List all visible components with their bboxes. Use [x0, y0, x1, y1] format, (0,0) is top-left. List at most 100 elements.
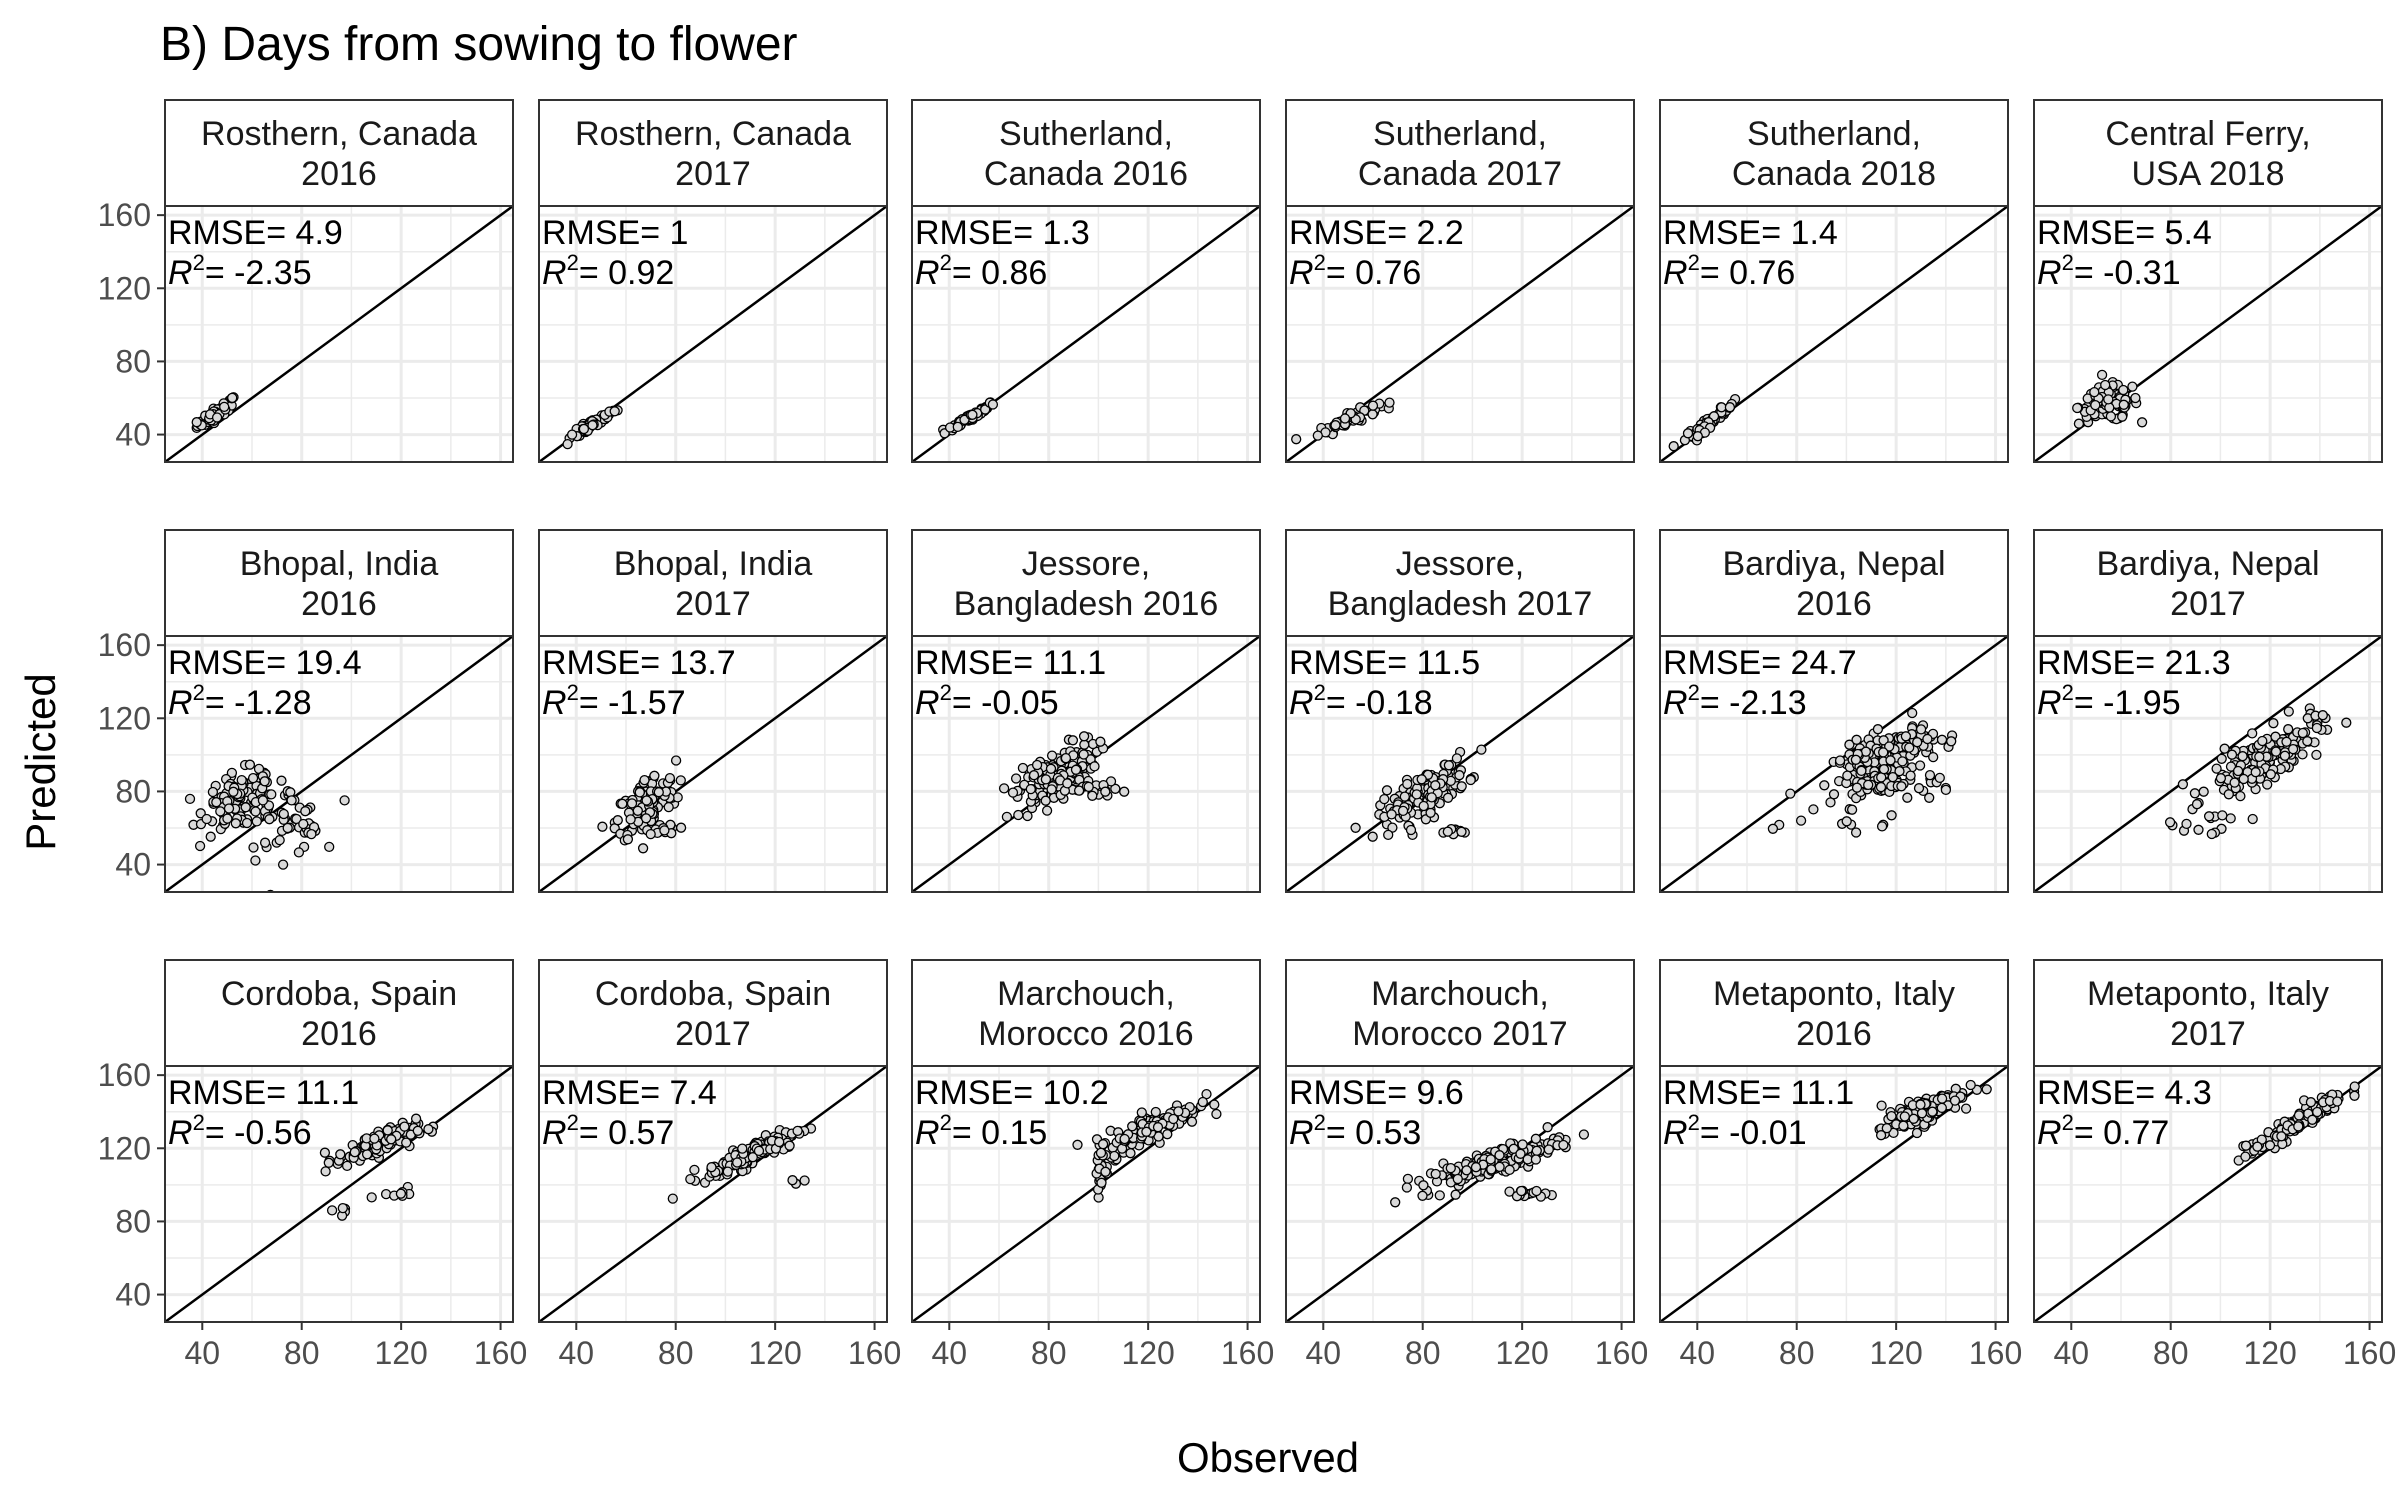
data-point — [1095, 1147, 1107, 1159]
strip-label: 2017 — [675, 1015, 751, 1053]
data-point — [1494, 1161, 1505, 1173]
data-point — [1724, 402, 1736, 413]
facet-panel: Marchouch,Morocco 2016 RMSE= 10.2R2= 0.15… — [911, 959, 1274, 1371]
data-point — [1367, 409, 1378, 420]
strip-label: Marchouch, — [997, 975, 1175, 1013]
data-point — [2293, 1110, 2305, 1121]
data-point — [1981, 1084, 1992, 1095]
data-point — [1162, 1129, 1173, 1140]
data-point — [2252, 1141, 2263, 1152]
data-point — [266, 789, 277, 800]
data-point — [2332, 1096, 2343, 1107]
data-point — [276, 775, 287, 786]
data-point — [215, 806, 226, 817]
data-point — [264, 814, 275, 825]
data-point — [228, 786, 239, 797]
strip-box — [1659, 959, 2009, 1067]
data-point — [226, 767, 238, 779]
data-point — [1558, 1139, 1569, 1151]
x-tick-label: 80 — [1405, 1335, 1441, 1371]
data-point — [319, 1147, 331, 1158]
data-point — [1878, 747, 1889, 758]
data-point — [2311, 749, 2322, 761]
data-point — [747, 1152, 758, 1163]
data-point — [639, 774, 650, 786]
data-point — [1795, 815, 1807, 826]
data-point — [1079, 739, 1090, 750]
data-point — [1470, 1162, 1482, 1173]
data-point — [1878, 764, 1890, 775]
r2-label: R2= 0.76 — [1289, 250, 1421, 292]
data-point — [1486, 1164, 1497, 1175]
data-point — [207, 786, 219, 798]
data-point — [306, 828, 317, 840]
data-point — [1031, 759, 1043, 771]
data-point — [1476, 744, 1487, 755]
facet-panel: Jessore,Bangladesh 2017 RMSE= 11.5R2= -0.… — [1285, 529, 1635, 893]
data-point — [1668, 441, 1679, 452]
data-point — [2254, 751, 2265, 763]
data-point — [649, 770, 660, 781]
data-point — [1454, 770, 1465, 781]
data-point — [799, 1175, 810, 1186]
data-point — [2238, 773, 2249, 785]
data-point — [2206, 828, 2217, 840]
x-tick-label: 120 — [374, 1335, 427, 1371]
data-point — [1078, 731, 1090, 742]
data-point — [664, 772, 676, 784]
data-point — [1096, 1177, 1107, 1188]
data-point — [1168, 1113, 1179, 1125]
data-point — [395, 1188, 407, 1199]
data-point — [2105, 411, 2117, 422]
data-point — [236, 774, 247, 786]
data-point — [2203, 811, 2215, 822]
data-point — [1445, 1162, 1456, 1174]
data-point — [2305, 1097, 2317, 1108]
x-tick-label: 40 — [2053, 1335, 2089, 1371]
data-point — [1494, 1150, 1505, 1161]
data-point — [987, 399, 999, 410]
data-point — [1934, 772, 1945, 784]
data-point — [2216, 753, 2227, 764]
facet-panel: Marchouch,Morocco 2017 RMSE= 9.6R2= 0.53 4… — [1285, 959, 1648, 1371]
y-tick-label: 40 — [115, 1277, 151, 1313]
data-point — [1022, 810, 1033, 822]
data-point — [1312, 430, 1323, 441]
data-point — [1716, 402, 1727, 413]
r2-label: R2= 0.53 — [1289, 1110, 1421, 1152]
data-point — [401, 1137, 412, 1148]
data-point — [1451, 753, 1463, 764]
data-point — [341, 1160, 353, 1172]
data-point — [1965, 1079, 1976, 1091]
data-point — [323, 1157, 334, 1168]
data-point — [1141, 1126, 1152, 1137]
x-tick-label: 80 — [658, 1335, 694, 1371]
strip-label: 2016 — [301, 155, 377, 193]
data-point — [282, 822, 293, 834]
data-point — [399, 1121, 410, 1132]
data-point — [1209, 1099, 1220, 1110]
data-point — [1386, 809, 1397, 820]
strip-label: Rosthern, Canada — [575, 115, 851, 153]
data-point — [1383, 829, 1394, 841]
data-point — [1907, 707, 1918, 719]
strip-label: Bhopal, India — [240, 545, 439, 583]
data-point — [1100, 1166, 1111, 1177]
data-point — [1851, 734, 1862, 745]
y-tick-label: 80 — [115, 343, 151, 379]
strip-box — [911, 99, 1261, 207]
data-point — [2232, 765, 2244, 777]
y-tick-label: 160 — [98, 627, 151, 663]
strip-box — [164, 959, 514, 1067]
facet-panel: Sutherland,Canada 2017 RMSE= 2.2R2= 0.76 — [1285, 99, 1635, 463]
identity-line — [1286, 636, 1634, 892]
strip-label: Central Ferry, — [2105, 115, 2310, 153]
data-point — [2215, 773, 2227, 784]
data-point — [1949, 1095, 1961, 1106]
strip-label: Bangladesh 2016 — [954, 585, 1219, 623]
data-point — [1834, 755, 1846, 766]
strip-box — [538, 529, 888, 637]
data-point — [675, 822, 687, 833]
data-point — [361, 1149, 373, 1160]
